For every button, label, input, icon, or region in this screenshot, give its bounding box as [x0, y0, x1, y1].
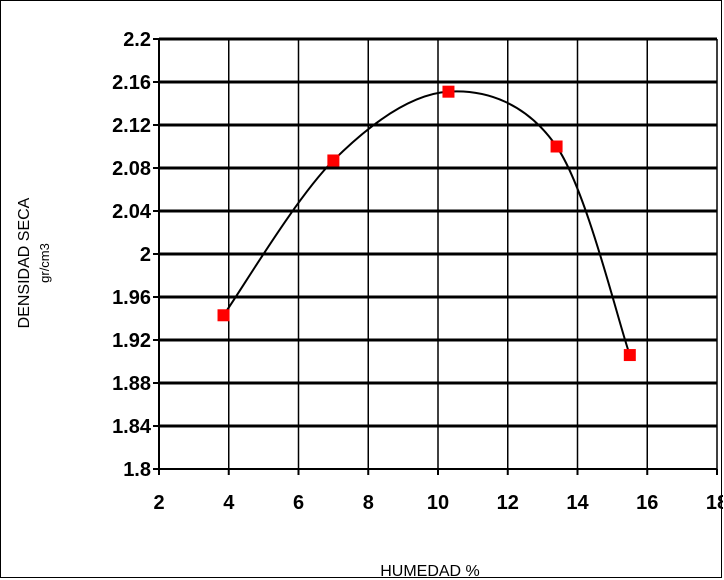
x-tick-label: 2	[153, 492, 164, 514]
y-tick-label: 1.96	[112, 287, 151, 309]
x-tick-label: 4	[223, 492, 235, 514]
y-tick-label: 2.16	[112, 72, 151, 94]
grid-layer	[159, 37, 718, 469]
x-tick-label: 18	[706, 492, 723, 514]
x-tick-label: 12	[497, 492, 519, 514]
y-tick-label: 2.2	[123, 29, 151, 51]
y-tick-label: 2.08	[112, 158, 151, 180]
data-point	[442, 85, 455, 98]
curve-layer	[222, 90, 631, 356]
x-tick-label: 8	[363, 492, 374, 514]
y-tick-label: 1.84	[112, 416, 152, 438]
x-tick-label: 6	[293, 492, 304, 514]
tick-label-layer: 1.8 1.84 1.88 1.92 1.96 2 2.04 2.08 2.12 2.16 2.2 2…	[112, 29, 723, 514]
x-axis-label: HUMEDAD %	[380, 563, 480, 579]
axis-layer	[153, 38, 718, 475]
data-point	[550, 140, 563, 153]
y-axis-label: DENSIDAD SECA	[16, 197, 33, 328]
y-axis-unit-label: gr/cm3	[37, 243, 52, 283]
y-tick-label: 2.12	[112, 115, 151, 137]
y-tick-label: 2.04	[112, 201, 152, 223]
x-tick-label: 16	[636, 492, 658, 514]
marker-layer	[217, 85, 636, 362]
data-point	[217, 309, 230, 322]
axis-label-layer: HUMEDAD % DENSIDAD SECA gr/cm3	[16, 197, 480, 579]
data-point	[623, 349, 636, 362]
series-curve	[222, 90, 631, 356]
y-tick-label: 1.92	[112, 330, 151, 352]
y-tick-label: 1.88	[112, 373, 151, 395]
y-tick-label: 2	[140, 244, 151, 266]
data-point	[327, 154, 340, 167]
x-tick-label: 14	[566, 492, 589, 514]
x-tick-label: 10	[427, 492, 449, 514]
y-tick-label: 1.8	[123, 459, 151, 481]
